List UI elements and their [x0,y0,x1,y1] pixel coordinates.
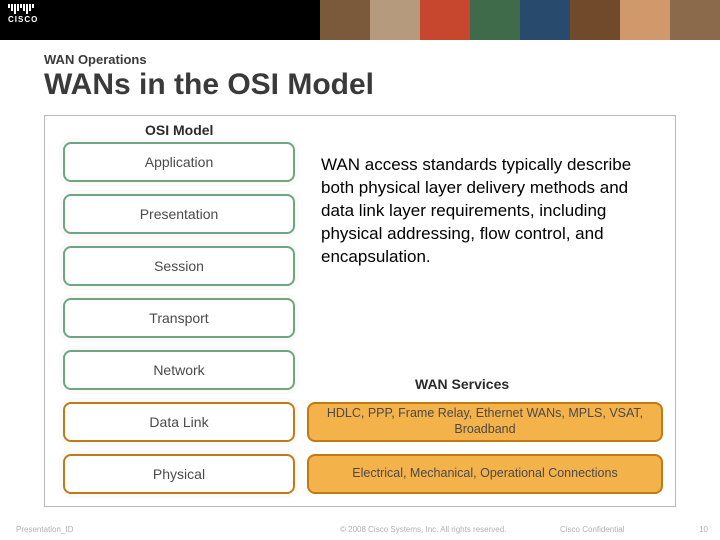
footer-copyright: © 2008 Cisco Systems, Inc. All rights re… [340,525,506,534]
banner-photo-5 [520,0,570,40]
osi-layer-datalink: Data Link [63,402,295,442]
wan-services-title: WAN Services [415,376,509,392]
footer-page-number: 10 [699,525,708,534]
banner-photo-4 [470,0,520,40]
logo-bars-icon [8,4,38,14]
wan-box-physical: Electrical, Mechanical, Operational Conn… [307,454,663,494]
banner-photo-8 [670,0,720,40]
osi-layer-list: Application Presentation Session Transpo… [63,142,295,506]
banner-photo-6 [570,0,620,40]
footer-presentation-id: Presentation_ID [16,525,73,534]
cisco-logo: CISCO [8,4,38,24]
osi-layer-session: Session [63,246,295,286]
footer: Presentation_ID © 2008 Cisco Systems, In… [0,518,720,536]
osi-layer-presentation: Presentation [63,194,295,234]
banner-photo-7 [620,0,670,40]
banner-photo-1 [320,0,370,40]
banner-photo-3 [420,0,470,40]
banner-left: CISCO [0,0,320,40]
banner-right [320,0,720,40]
section-pretitle: WAN Operations [44,52,147,67]
banner-photo-2 [370,0,420,40]
footer-confidential: Cisco Confidential [560,525,624,534]
wan-services-list: HDLC, PPP, Frame Relay, Ethernet WANs, M… [307,402,663,506]
osi-layer-application: Application [63,142,295,182]
osi-layer-network: Network [63,350,295,390]
logo-text: CISCO [8,15,38,24]
slide: CISCO WAN Operations WANs in the OSI Mod… [0,0,720,540]
page-title: WANs in the OSI Model [44,68,374,102]
osi-layer-physical: Physical [63,454,295,494]
wan-box-datalink: HDLC, PPP, Frame Relay, Ethernet WANs, M… [307,402,663,442]
description-text: WAN access standards typically describe … [321,154,651,269]
top-banner: CISCO [0,0,720,40]
osi-model-title: OSI Model [145,122,213,138]
osi-layer-transport: Transport [63,298,295,338]
diagram-frame: OSI Model Application Presentation Sessi… [44,115,676,507]
